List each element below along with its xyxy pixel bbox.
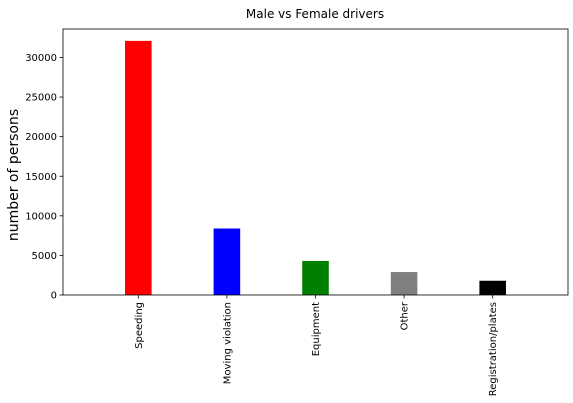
bars-group xyxy=(125,40,506,295)
x-tick-label: Moving violation xyxy=(222,302,233,384)
plot-area-frame xyxy=(62,28,569,296)
x-tick-label: Registration/plates xyxy=(488,302,499,396)
bar-other xyxy=(390,272,418,295)
x-tick-label: Other xyxy=(400,301,411,330)
chart-title: Male vs Female drivers xyxy=(246,7,384,21)
y-tick-label: 5000 xyxy=(32,251,57,262)
x-tick-label: Speeding xyxy=(134,302,145,349)
y-ticks-group: 0 5000 10000 15000 20000 25000 30000 xyxy=(25,53,63,302)
y-tick-label: 0 xyxy=(51,291,57,302)
y-tick-label: 15000 xyxy=(25,172,57,183)
y-tick-label: 10000 xyxy=(25,211,57,222)
bar-speeding xyxy=(125,40,152,295)
y-axis-label: number of persons xyxy=(6,109,22,241)
y-tick-label: 20000 xyxy=(25,132,57,143)
bar-equipment xyxy=(302,260,329,295)
bar-registration-plates xyxy=(479,280,506,295)
y-tick-label: 25000 xyxy=(25,93,57,104)
x-ticks-group: Speeding Moving violation Equipment Other Re… xyxy=(134,295,499,396)
y-tick-label: 30000 xyxy=(25,53,57,64)
bar-moving-violation xyxy=(213,228,241,295)
x-tick-label: Equipment xyxy=(311,302,322,356)
